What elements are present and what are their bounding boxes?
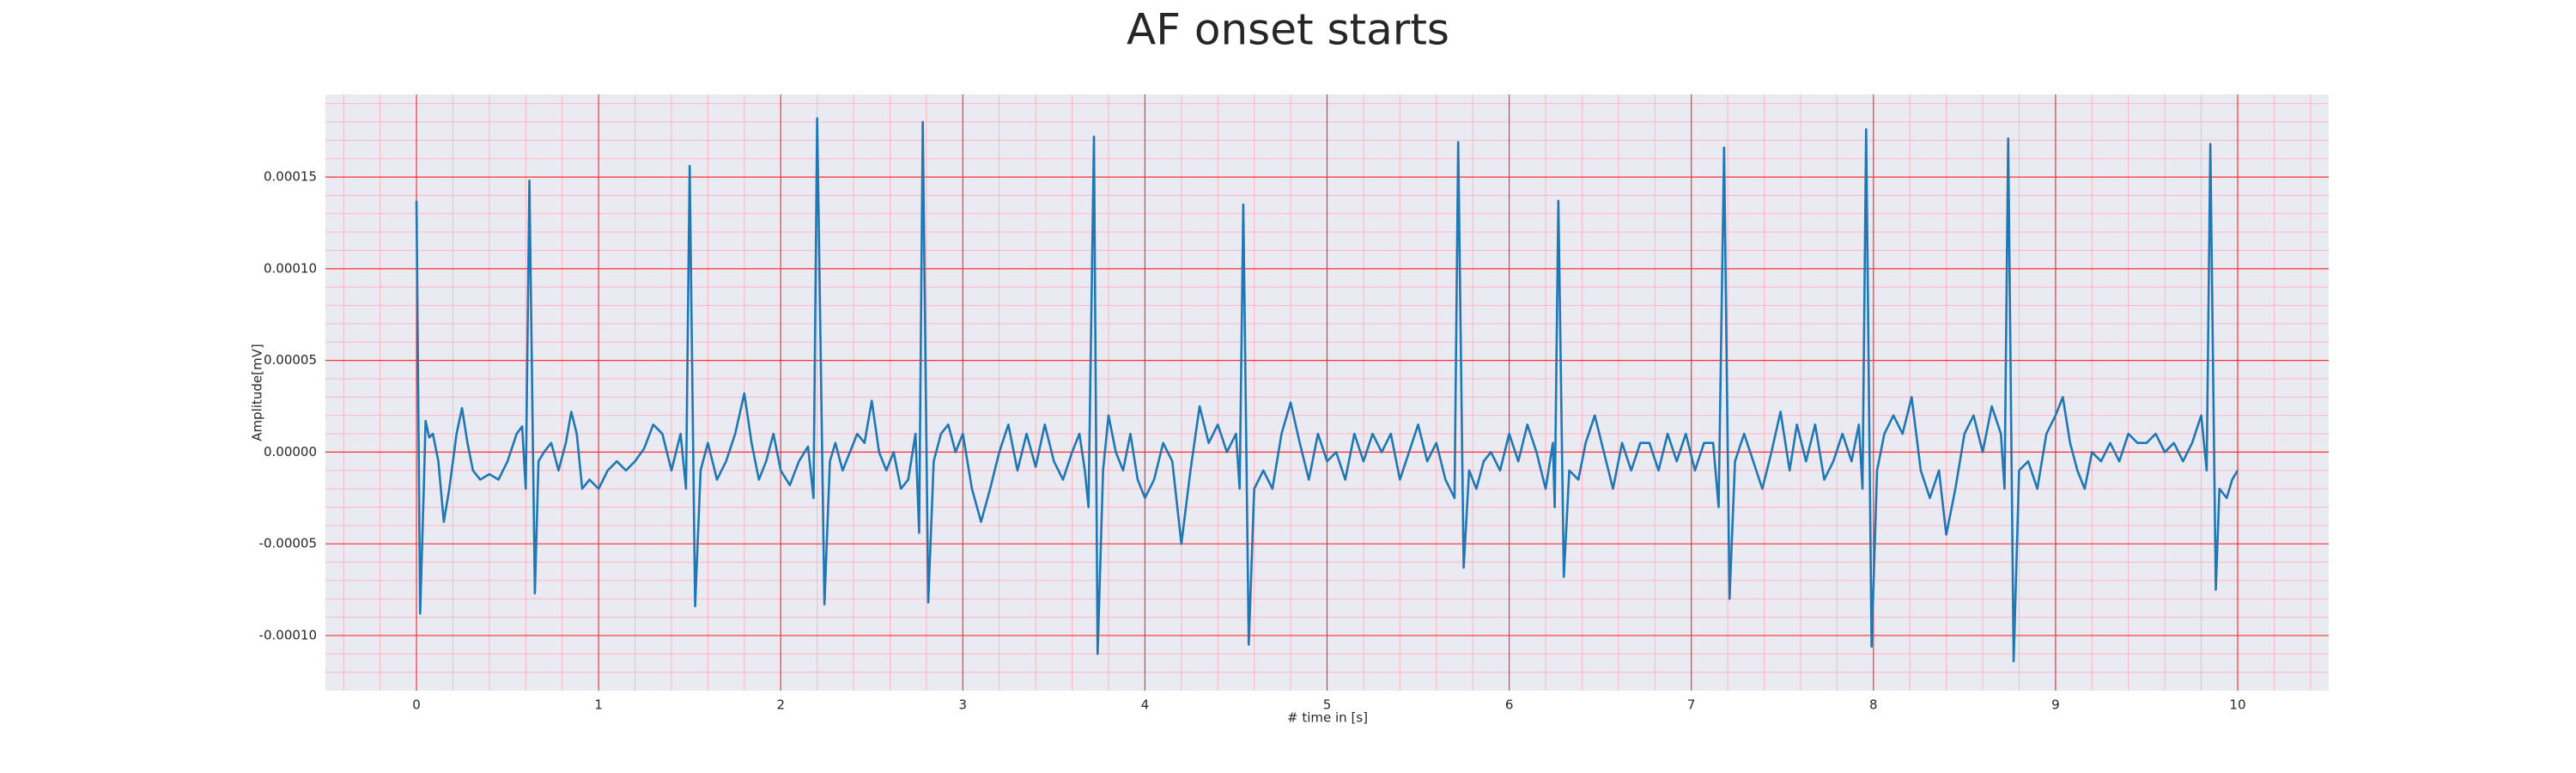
x-tick-label: 8 [1869, 697, 1878, 713]
signal-line [415, 117, 2239, 663]
x-tick-label: 6 [1505, 697, 1514, 713]
y-tick-label: -0.00005 [259, 536, 317, 551]
y-tick-label: 0.00010 [264, 260, 317, 276]
x-tick-label: 0 [412, 697, 421, 713]
y-tick-label: 0.00005 [264, 352, 317, 368]
x-tick-label: 5 [1323, 697, 1332, 713]
y-axis-label: Amplitude[mV] [250, 344, 265, 441]
x-tick-label: 2 [776, 697, 785, 713]
x-tick-label: 3 [959, 697, 968, 713]
x-axis-label: # time in [s] [1287, 710, 1368, 726]
x-tick-label: 4 [1141, 697, 1150, 713]
y-tick-label: -0.00010 [259, 627, 317, 642]
x-tick-label: 1 [594, 697, 603, 713]
y-tick-label: 0.00000 [264, 444, 317, 460]
x-tick-label: 10 [2229, 697, 2245, 713]
x-tick-label: 7 [1687, 697, 1696, 713]
chart-title: AF onset starts [1127, 5, 1449, 55]
x-tick-label: 9 [2051, 697, 2060, 713]
y-tick-label: 0.00015 [264, 169, 317, 185]
